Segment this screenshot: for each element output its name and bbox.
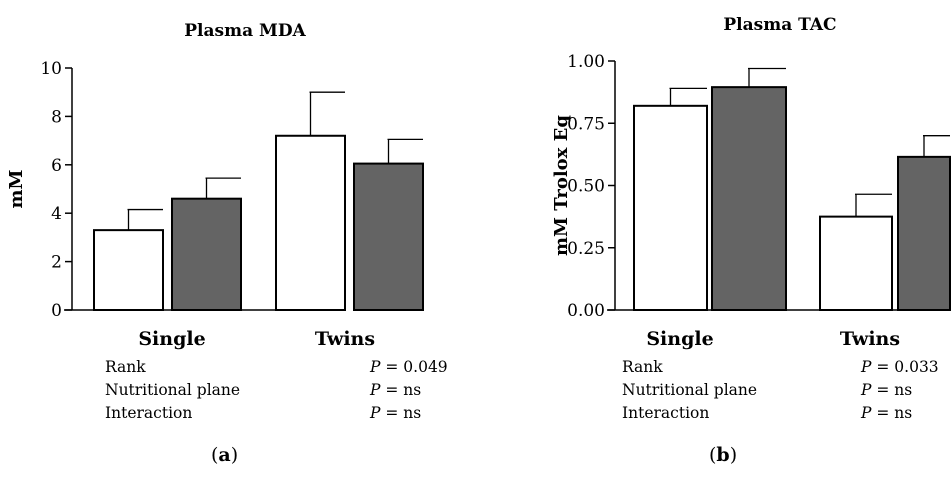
p-symbol: P [370,404,381,422]
stats-value: P = ns [370,379,421,402]
stats-row-interaction: Interaction P = ns [105,402,421,425]
p-value: = ns [876,404,913,422]
y-axis-label: mM Trolox Eq [551,115,572,256]
panel-label-b: (b) [709,444,738,466]
x-group-label: Single [646,328,713,350]
bar [711,86,787,311]
y-tick-label: 0.25 [567,239,605,259]
y-tick-label: 8 [51,107,62,127]
stats-value: P = ns [370,402,421,425]
p-value: = 0.049 [385,358,448,376]
p-symbol: P [861,404,872,422]
p-symbol: P [861,381,872,399]
stats-label: Nutritional plane [105,381,241,399]
bar [93,229,164,311]
y-tick-label: 0 [51,301,62,321]
stats-value: P = ns [861,379,912,402]
stats-table-b: Rank P = 0.033 Nutritional plane P = ns … [622,356,942,425]
stats-row-rank: Rank P = 0.033 [622,356,942,379]
x-group-label: Twins [840,328,900,350]
p-value: = 0.033 [876,358,939,376]
stats-value: P = ns [861,402,912,425]
y-tick-label: 6 [51,156,62,176]
stats-label: Interaction [105,404,193,422]
stats-label: Rank [105,358,146,376]
stats-table-a: Rank P = 0.049 Nutritional plane P = ns … [105,356,448,425]
p-symbol: P [861,358,872,376]
stats-value: P = 0.049 [370,356,448,379]
p-symbol: P [370,358,381,376]
stats-row-nutritional-plane: Nutritional plane P = ns [622,379,942,402]
stats-row-interaction: Interaction P = ns [622,402,942,425]
bar [275,134,346,311]
y-tick-label: 0.75 [567,114,605,134]
y-tick-label: 2 [51,253,62,273]
x-group-label: Twins [315,328,375,350]
y-tick-label: 0.00 [567,301,605,321]
x-group-label: Single [138,328,205,350]
chart-title: Plasma MDA [184,21,306,41]
bar [353,162,424,311]
y-tick-label: 1.00 [567,52,605,72]
panel-letter: a [218,444,231,466]
p-value: = ns [876,381,913,399]
stats-row-rank: Rank P = 0.049 [105,356,448,379]
y-tick-label: 4 [51,204,62,224]
panel-letter: b [716,444,730,466]
p-symbol: P [370,381,381,399]
stats-value: P = 0.033 [861,356,939,379]
bar [633,104,708,311]
y-tick-label: 0.50 [567,177,605,197]
stats-label: Interaction [622,404,710,422]
chart-title: Plasma TAC [723,15,836,35]
y-axis-label: mM [6,169,27,208]
stats-row-nutritional-plane: Nutritional plane P = ns [105,379,421,402]
bar [819,215,893,311]
p-value: = ns [385,381,422,399]
p-value: = ns [385,404,422,422]
bar [171,197,242,311]
stats-label: Rank [622,358,663,376]
stats-label: Nutritional plane [622,381,758,399]
panel-label-a: (a) [211,444,239,466]
y-tick-label: 10 [40,59,62,79]
bar [897,155,951,311]
